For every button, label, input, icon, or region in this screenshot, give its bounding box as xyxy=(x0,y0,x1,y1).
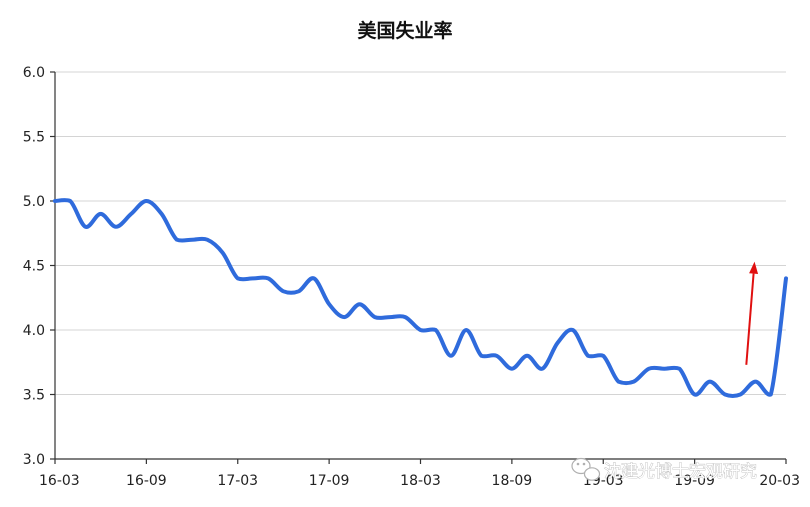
series-line-unemployment xyxy=(53,198,788,398)
y-tick-label: 4.5 xyxy=(23,259,45,275)
y-tick-label: 6.0 xyxy=(23,65,45,81)
arrow-shaft xyxy=(745,273,755,365)
x-tick-label: 16-03 xyxy=(39,473,80,489)
y-tick-label: 4.0 xyxy=(23,323,45,339)
x-tick-label: 16-09 xyxy=(126,473,167,489)
tick-labels: 3.0 3.5 4.0 4.5 5.0 5.5 6.0 16-03 16-09 17-03 17-0… xyxy=(23,65,800,489)
gridlines xyxy=(55,71,786,395)
y-tick-label: 3.5 xyxy=(23,388,45,404)
wechat-icon xyxy=(571,457,601,481)
chart-title: 美国失业率 xyxy=(357,19,452,42)
x-tick-label: 17-03 xyxy=(217,473,258,489)
y-tick-label: 3.0 xyxy=(23,452,45,468)
axes xyxy=(50,71,787,464)
y-tick-label: 5.0 xyxy=(23,194,45,210)
x-tick-label: 20-03 xyxy=(759,473,800,489)
annotations xyxy=(745,261,759,365)
y-tick-label: 5.5 xyxy=(23,130,45,146)
x-tick-label: 17-09 xyxy=(309,473,350,489)
x-tick-label: 19-09 xyxy=(674,473,715,489)
trend-arrow xyxy=(745,261,759,365)
x-tick-label: 18-09 xyxy=(492,473,533,489)
watermark-text: 沈建光博士宏观研究 xyxy=(604,462,757,482)
arrow-head xyxy=(749,261,759,274)
watermark: 沈建光博士宏观研究 xyxy=(571,457,757,482)
series-layer xyxy=(53,198,788,398)
x-tick-label: 18-03 xyxy=(400,473,441,489)
